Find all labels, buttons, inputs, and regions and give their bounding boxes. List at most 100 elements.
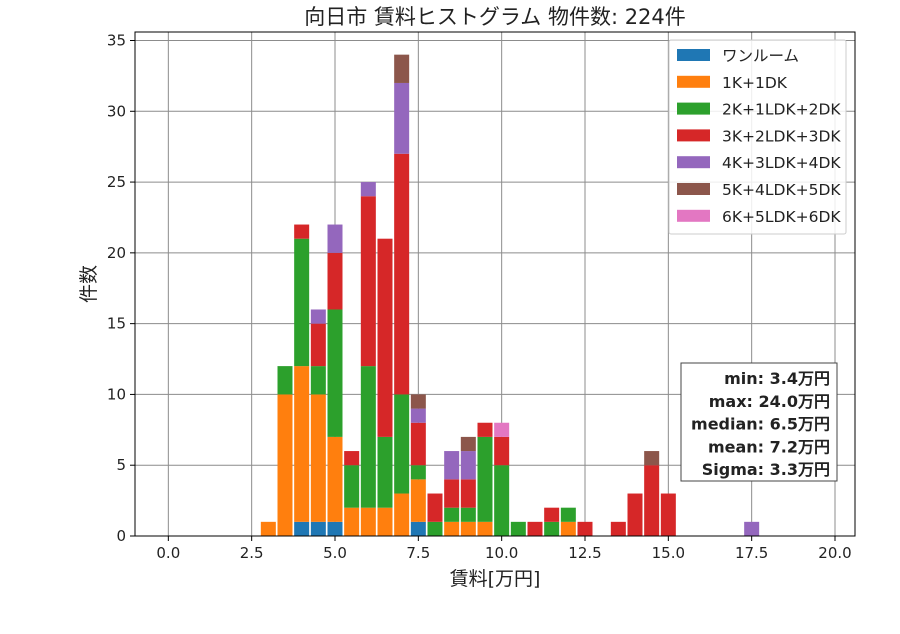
- y-tick-label: 25: [107, 173, 126, 191]
- bar-segment: [277, 366, 293, 395]
- legend-label: 2K+1LDK+2DK: [722, 101, 841, 119]
- ticks: 0.0 2.5 5.0 7.5 10.0 12.5 15.0 17.5 20.0 0 5 10 15 20…: [107, 31, 852, 562]
- bar-segment: [444, 521, 460, 536]
- bar-segment: [544, 521, 560, 536]
- stats-line: min: 3.4万円: [724, 369, 830, 388]
- legend-label: 4K+3LDK+4DK: [722, 154, 841, 172]
- bar-segment: [344, 465, 360, 508]
- bar-segment: [477, 422, 493, 437]
- stats-line: median: 6.5万円: [691, 415, 830, 434]
- bar-segment: [460, 436, 476, 452]
- bar-segment: [527, 521, 543, 536]
- bar-segment: [294, 521, 310, 536]
- y-tick-label: 0: [116, 527, 126, 545]
- axes-frame: [134, 31, 856, 537]
- y-tick-label: 10: [107, 385, 126, 403]
- bar-segment: [560, 521, 576, 536]
- bar-segment: [410, 465, 426, 480]
- bar-segment: [460, 479, 476, 508]
- legend-label: ワンルーム: [722, 47, 799, 65]
- legend-label: 3K+2LDK+3DK: [722, 127, 841, 145]
- bar-segment: [360, 507, 376, 536]
- bar-segment: [394, 153, 410, 395]
- bar-segment: [344, 507, 360, 536]
- legend-swatch: [677, 102, 710, 115]
- x-tick-label: 0.0: [156, 544, 180, 562]
- stats-box-frame: [680, 362, 838, 482]
- bar-segment: [477, 521, 493, 536]
- bar-segment: [560, 507, 576, 522]
- bar-segment: [627, 493, 643, 536]
- bar-segment: [577, 521, 593, 536]
- x-tick-label: 20.0: [818, 544, 851, 562]
- bar-segment: [260, 521, 276, 536]
- stats-line: mean: 7.2万円: [708, 437, 830, 456]
- y-tick-label: 30: [107, 102, 126, 120]
- bar-segment: [460, 451, 476, 480]
- bar-segment: [377, 238, 393, 437]
- bar-segment: [494, 422, 510, 437]
- bar-segment: [444, 479, 460, 508]
- bar-segment: [444, 507, 460, 522]
- legend-swatch: [677, 209, 710, 222]
- y-axis-label: 件数: [78, 265, 100, 303]
- bar-segment: [494, 436, 510, 466]
- x-tick-label: 15.0: [652, 544, 685, 562]
- bar-segment: [494, 465, 510, 536]
- bar-segment: [344, 451, 360, 466]
- bar-segment: [444, 451, 460, 480]
- bar-segment: [460, 521, 476, 536]
- bar-segment: [360, 196, 376, 367]
- stats-line: max: 24.0万円: [709, 392, 830, 411]
- bar-segment: [410, 408, 426, 423]
- y-tick-label: 15: [107, 315, 126, 333]
- legend-label: 6K+5LDK+6DK: [722, 208, 841, 226]
- bar-segment: [327, 436, 343, 522]
- bar-segment: [394, 394, 410, 494]
- bar-segment: [427, 521, 443, 536]
- bar-segment: [310, 309, 326, 324]
- bar-segment: [394, 493, 410, 536]
- bar-segment: [410, 479, 426, 522]
- bar-segment: [327, 309, 343, 437]
- bar-segment: [277, 394, 293, 536]
- legend-label: 5K+4LDK+5DK: [722, 181, 841, 199]
- legend-swatch: [677, 75, 710, 88]
- bar-segment: [360, 366, 376, 508]
- bar-segment: [377, 436, 393, 508]
- bar-segment: [377, 507, 393, 536]
- bar-segment: [294, 224, 310, 239]
- bar-segment: [644, 451, 660, 466]
- chart-title: 向日市 賃料ヒストグラム 物件数: 224件: [304, 5, 686, 29]
- y-tick-label: 5: [116, 456, 126, 474]
- bar-segment: [294, 366, 310, 522]
- x-tick-label: 12.5: [568, 544, 601, 562]
- bar-segment: [660, 493, 676, 536]
- bar-segment: [477, 436, 493, 522]
- bar-segment: [410, 422, 426, 466]
- bar-segment: [310, 521, 326, 536]
- legend: ワンルーム 1K+1DK 2K+1LDK+2DK 3K+2LDK+3DK 4K+3LDK…: [668, 39, 847, 235]
- bars: [260, 54, 760, 536]
- x-axis-label: 賃料[万円]: [450, 568, 541, 590]
- y-tick-label: 20: [107, 244, 126, 262]
- bar-segment: [410, 394, 426, 409]
- bar-segment: [744, 521, 760, 536]
- bar-segment: [610, 521, 626, 536]
- bar-segment: [410, 521, 426, 536]
- stats-line: Sigma: 3.3万円: [702, 460, 830, 479]
- bar-segment: [394, 82, 410, 154]
- y-tick-label: 35: [107, 31, 126, 49]
- bar-segment: [310, 394, 326, 522]
- x-tick-label: 5.0: [323, 544, 347, 562]
- legend-label: 1K+1DK: [722, 74, 788, 92]
- x-tick-label: 10.0: [485, 544, 518, 562]
- legend-swatch: [677, 183, 710, 195]
- bar-segment: [460, 507, 476, 522]
- bar-segment: [510, 521, 526, 536]
- stats-box: min: 3.4万円 max: 24.0万円 median: 6.5万円 mean: …: [680, 362, 838, 482]
- bar-segment: [327, 252, 343, 310]
- x-tick-label: 2.5: [240, 544, 264, 562]
